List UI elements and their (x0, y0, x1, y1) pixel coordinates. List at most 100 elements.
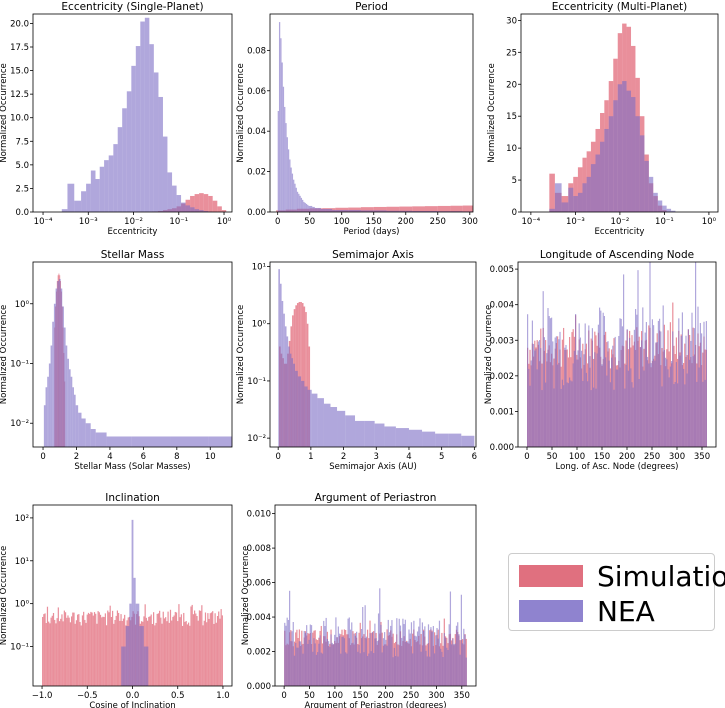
bar-nea (396, 618, 398, 686)
bar-simulation (165, 617, 167, 686)
bar-simulation (216, 616, 219, 686)
bar-nea (380, 624, 382, 686)
bar-simulation (107, 610, 109, 686)
bar-nea (298, 641, 300, 686)
bar-simulation (101, 617, 103, 686)
bar-nea (657, 320, 659, 447)
bar-nea (697, 306, 699, 447)
bar-nea (293, 179, 295, 212)
bar-nea (293, 655, 296, 686)
y-tick-label: 0.006 (247, 579, 271, 589)
bar-nea (348, 209, 361, 212)
bar-nea (668, 377, 670, 447)
bar-nea (203, 211, 209, 212)
bar-nea (612, 345, 614, 447)
bar-simulation (95, 613, 97, 686)
bar-nea (566, 382, 568, 447)
bar-nea (135, 46, 141, 212)
bar-simulation (178, 604, 180, 686)
bar-simulation (209, 613, 211, 686)
bar-nea (587, 381, 589, 447)
bar-nea (656, 342, 658, 447)
bar-simulation (56, 618, 58, 686)
bar-nea (306, 625, 308, 686)
bar-nea (537, 341, 539, 447)
bar-simulation (70, 616, 73, 686)
bar-nea (548, 316, 550, 447)
bar-nea (539, 340, 541, 447)
y-tick-label: 10⁰ (15, 300, 30, 310)
x-tick-label: 10⁻⁴ (522, 217, 541, 227)
bar-nea (549, 318, 551, 447)
bar-nea (576, 359, 578, 447)
bar-nea (459, 654, 461, 686)
bar-nea (291, 631, 293, 686)
bar-nea (421, 622, 424, 686)
x-tick-label: 1.0 (216, 691, 230, 701)
legend-entry-nea: NEA (519, 594, 655, 628)
bar-nea (438, 620, 441, 686)
y-tick-label: 0.02 (247, 168, 266, 178)
bar-nea (60, 288, 63, 447)
bar-simulation (84, 619, 86, 686)
bar-nea (613, 389, 615, 447)
bar-nea (379, 588, 381, 686)
bar-nea (701, 333, 703, 447)
bar-nea (608, 360, 610, 447)
bar-nea (282, 86, 285, 212)
bar-simulation (110, 617, 112, 686)
x-tick-label: 10⁻¹ (169, 217, 188, 227)
bar-nea (381, 652, 383, 686)
y-tick-label: 7.5 (15, 137, 29, 147)
bar-nea (558, 339, 560, 447)
bar-nea (291, 358, 294, 447)
bar-nea (577, 192, 583, 212)
chart-title: Period (355, 1, 388, 13)
bar-simulation (208, 195, 213, 212)
bar-nea (437, 638, 439, 686)
bar-nea (384, 632, 386, 686)
y-tick-label: 5.0 (15, 161, 29, 171)
x-tick-label: 200 (398, 217, 414, 227)
legend-entry-simulation: Simulation (519, 559, 725, 593)
bar-nea (312, 206, 315, 212)
y-tick-label: 0.002 (490, 372, 514, 382)
bar-nea (286, 617, 288, 686)
bar-nea (285, 123, 287, 212)
x-tick-label: 10⁻¹ (655, 217, 674, 227)
bar-nea (530, 360, 532, 447)
bar-nea (413, 620, 415, 686)
bar-nea (312, 651, 314, 686)
bar-nea (581, 350, 583, 447)
bar-simulation (66, 617, 68, 686)
bar-nea (412, 653, 414, 686)
bar-nea (70, 376, 73, 447)
bar-nea (429, 656, 431, 686)
bar-nea (631, 382, 633, 447)
bar-simulation (69, 622, 71, 686)
bar-nea (463, 628, 465, 686)
bar-simulation (437, 205, 451, 212)
x-tick-label: 4 (406, 452, 411, 462)
bar-nea (45, 387, 48, 447)
bar-nea (577, 350, 579, 447)
bar-nea (294, 183, 296, 212)
x-tick-label: 10⁻⁴ (34, 217, 53, 227)
bar-simulation (194, 194, 200, 212)
bar-nea (582, 183, 587, 212)
bar-nea (624, 388, 626, 447)
bar-nea (321, 653, 324, 686)
x-tick-label: 10⁻² (611, 217, 630, 227)
x-tick-label: 150 (594, 452, 610, 462)
bar-nea (590, 390, 592, 447)
bar-nea (297, 376, 302, 447)
bar-nea (287, 619, 290, 686)
bar-nea (327, 641, 330, 686)
bar-nea (626, 329, 628, 447)
bar-nea (346, 653, 348, 686)
x-tick-label: 350 (454, 691, 470, 701)
bar-simulation (150, 614, 152, 686)
bar-simulation (114, 619, 116, 686)
bar-nea (304, 632, 307, 686)
bar-nea (307, 643, 309, 686)
